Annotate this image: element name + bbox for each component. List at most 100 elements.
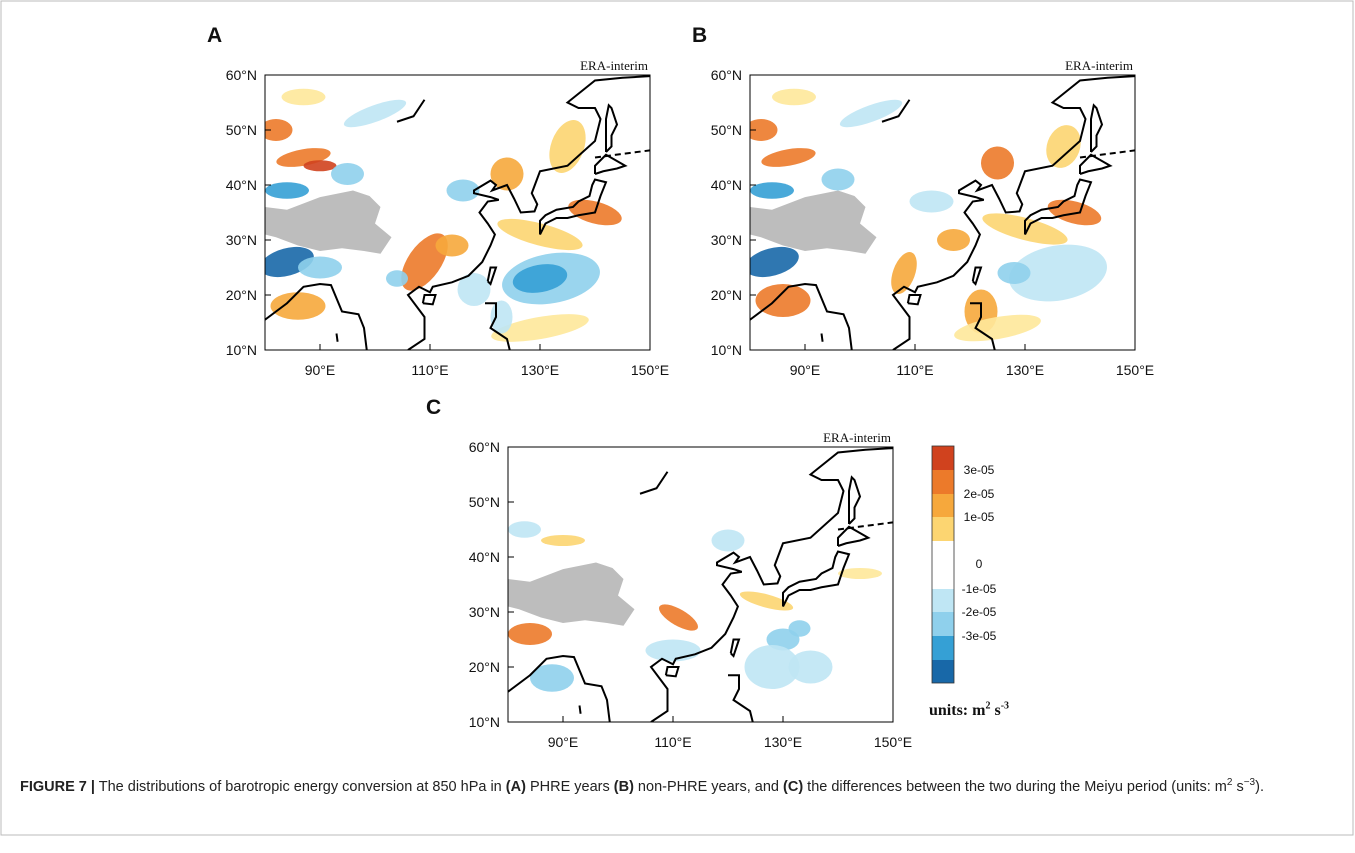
field-contour <box>265 182 309 199</box>
tibetan-plateau <box>508 562 635 626</box>
map-panel: A ERA-interim 60°N 50°N 40°N 30°N 20°N 10°N 90°E… <box>207 24 669 378</box>
field-contour <box>508 521 541 538</box>
figure-border <box>0 0 1354 836</box>
lat-tick-label: 50°N <box>469 494 500 510</box>
lat-tick-label: 30°N <box>226 232 257 248</box>
colorbar-label: 0 <box>976 557 983 571</box>
map-frame <box>749 74 1136 351</box>
caption-text: non-PHRE years, and <box>633 779 784 795</box>
field-contour <box>508 623 552 645</box>
field-contour <box>744 645 800 689</box>
coastline <box>906 294 922 306</box>
lat-tick-label: 60°N <box>711 67 742 83</box>
field-contour <box>530 664 574 692</box>
coastline <box>639 471 669 495</box>
field-contour <box>490 300 513 334</box>
lon-tick-label: 110°E <box>654 734 691 750</box>
lat-tick-label: 50°N <box>711 122 742 138</box>
units-sup: -3 <box>1000 700 1010 712</box>
field-contour <box>711 529 745 552</box>
field-contour <box>645 639 701 662</box>
lat-tick-label: 30°N <box>711 232 742 248</box>
lon-tick-label: 110°E <box>411 362 448 378</box>
field-contour <box>541 535 585 546</box>
field-contour <box>270 292 326 320</box>
map-panel: C ERA-interim 60°N 50°N 40°N 30°N 20°N 10°N 90°E… <box>426 396 912 750</box>
colorbar-label: 2e-05 <box>964 487 995 501</box>
lon-tick-label: 90°E <box>548 734 579 750</box>
coastline <box>508 654 611 722</box>
units-text: s <box>990 702 1001 719</box>
field-contour <box>457 273 491 306</box>
coastline <box>837 525 871 547</box>
coastline <box>820 333 824 342</box>
field-contour <box>981 146 1014 180</box>
colorbar-label: -3e-05 <box>962 629 997 643</box>
lon-tick-label: 130°E <box>1006 362 1044 378</box>
lon-tick-label: 110°E <box>896 362 933 378</box>
colorbar-label: 3e-05 <box>964 463 995 477</box>
coastline <box>396 99 426 123</box>
map-frame <box>264 74 651 351</box>
lon-tick-label: 90°E <box>305 362 336 378</box>
map-panel: B ERA-interim 60°N 50°N 40°N 30°N 20°N 10°N 90°E… <box>692 24 1154 378</box>
field-contour <box>298 256 342 279</box>
field-contour <box>997 262 1031 284</box>
lon-tick-label: 150°E <box>874 734 912 750</box>
field-contour <box>937 229 970 251</box>
lat-tick-label: 40°N <box>469 549 500 565</box>
field-contour <box>739 591 794 611</box>
colorbar-bin <box>932 589 954 612</box>
field-contour <box>750 246 799 278</box>
coastline <box>1079 153 1113 175</box>
lat-tick-label: 40°N <box>711 177 742 193</box>
field-contour <box>772 88 816 106</box>
coastline <box>594 153 628 175</box>
field-contour <box>1009 244 1107 302</box>
colorbar-bin <box>932 541 954 564</box>
coastline <box>881 99 911 123</box>
field-contour <box>386 270 408 287</box>
lon-tick-label: 130°E <box>521 362 559 378</box>
map-frame <box>507 446 894 723</box>
field-contour <box>954 314 1041 342</box>
field-contour <box>303 160 337 172</box>
field-contour <box>490 157 524 191</box>
caption-ref: (A) <box>505 779 526 795</box>
coastline <box>1024 178 1093 235</box>
field-contour <box>821 168 855 191</box>
field-contour <box>750 119 778 141</box>
colorbar-bin <box>932 470 954 494</box>
colorbar-bin <box>932 660 954 683</box>
field-contour <box>891 251 917 295</box>
field-contour <box>512 264 568 293</box>
lat-tick-label: 20°N <box>711 287 742 303</box>
caption-text: PHRE years <box>525 779 614 795</box>
coastline <box>1090 103 1104 153</box>
field-contour <box>788 650 833 684</box>
caption-label: FIGURE 7 | <box>20 779 95 795</box>
colorbar-bin <box>932 517 954 541</box>
field-contour <box>766 628 800 651</box>
field-contour <box>491 314 589 342</box>
lat-tick-label: 10°N <box>469 714 500 730</box>
coastline <box>782 550 851 607</box>
field-contour <box>839 99 903 128</box>
field-contour <box>909 190 954 213</box>
caption-text: s <box>1232 779 1244 795</box>
coastline <box>848 475 862 525</box>
lat-tick-label: 20°N <box>226 287 257 303</box>
panel-label: B <box>692 24 707 47</box>
lon-tick-label: 150°E <box>1116 362 1154 378</box>
caption: FIGURE 7 | The distributions of barotrop… <box>20 776 1310 798</box>
tibetan-plateau <box>265 190 392 254</box>
field-contour <box>755 284 811 317</box>
coastline <box>729 638 741 658</box>
field-contour <box>343 99 407 128</box>
colorbar-bin <box>932 612 954 636</box>
field-contour <box>331 163 364 185</box>
panel-label: C <box>426 396 441 419</box>
coastline <box>421 294 437 306</box>
